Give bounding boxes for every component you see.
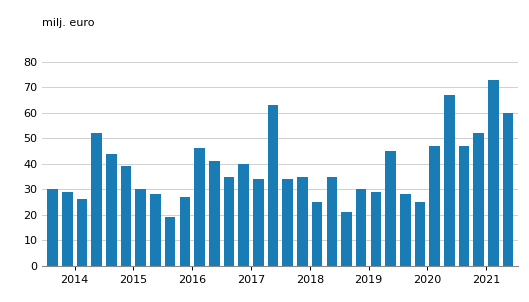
Bar — [194, 149, 205, 266]
Bar — [400, 194, 411, 266]
Bar — [415, 202, 425, 266]
Bar — [297, 176, 308, 266]
Bar — [282, 179, 293, 266]
Bar — [488, 80, 499, 266]
Bar — [326, 176, 337, 266]
Bar — [473, 133, 484, 266]
Bar — [106, 153, 117, 266]
Bar — [253, 179, 263, 266]
Bar — [312, 202, 322, 266]
Bar — [77, 199, 87, 266]
Bar — [121, 166, 131, 266]
Bar — [459, 146, 469, 266]
Bar — [62, 192, 72, 266]
Bar — [239, 164, 249, 266]
Bar — [268, 105, 278, 266]
Bar — [341, 212, 352, 266]
Bar — [356, 189, 367, 266]
Bar — [503, 113, 514, 266]
Bar — [92, 133, 102, 266]
Bar — [444, 95, 454, 266]
Bar — [209, 161, 220, 266]
Bar — [179, 197, 190, 266]
Text: milj. euro: milj. euro — [42, 18, 95, 28]
Bar — [385, 151, 396, 266]
Bar — [135, 189, 146, 266]
Bar — [47, 189, 58, 266]
Bar — [165, 217, 176, 266]
Bar — [150, 194, 161, 266]
Bar — [371, 192, 381, 266]
Bar — [224, 176, 234, 266]
Bar — [430, 146, 440, 266]
